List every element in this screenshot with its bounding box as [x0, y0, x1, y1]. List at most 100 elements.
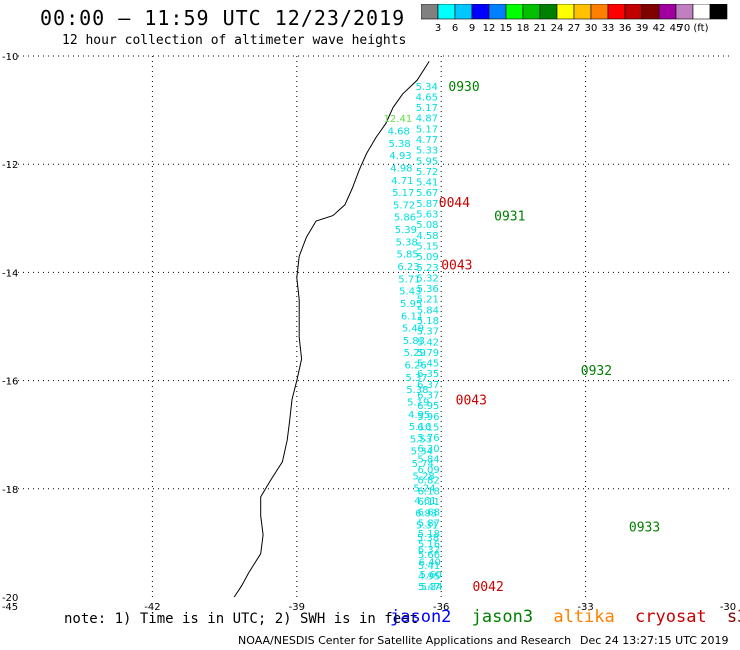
colorbar-tick-label: 36 [619, 23, 632, 34]
lat-axis-label: -16 [2, 377, 18, 388]
wave-height-value: 6.32 [418, 545, 440, 556]
wave-height-value: 5.28 [412, 471, 434, 482]
wave-height-value: 5.60 [420, 570, 442, 581]
lat-axis-label: -18 [2, 485, 18, 496]
wave-height-value: 6.35 [417, 369, 439, 380]
lon-axis-label: -30 [720, 602, 736, 613]
footer-timestamp: Dec 24 13:27:15 UTC 2019 [580, 634, 729, 647]
wave-height-value: 5.85 [397, 250, 419, 261]
wave-height-value: 5.33 [416, 146, 438, 157]
wave-height-value: 6.26 [404, 361, 426, 372]
coastline [233, 61, 430, 598]
wave-height-value: 5.32 [417, 273, 439, 284]
jason3-pass-1: 5.344.655.174.875.174.775.335.955.725.41… [416, 82, 441, 593]
wave-height-value: 6.23 [397, 262, 419, 273]
wave-height-value: 6.37 [417, 391, 439, 402]
footnote: note: 1) Time is in UTC; 2) SWH is in fe… [64, 611, 419, 627]
colorbar-tick-label: 9 [469, 23, 475, 34]
page-title: 00:00 – 11:59 UTC 12/23/2019 [40, 6, 406, 30]
wave-height-value: 4.71 [391, 176, 413, 187]
legend-jason2: jason2 [390, 607, 452, 627]
wave-height-value: 5.38 [417, 533, 439, 544]
lon-axis-label: -36 [433, 602, 449, 613]
colorbar-tick-label: 70 (ft) [678, 23, 709, 34]
wave-height-value: 6.11 [401, 311, 423, 322]
wave-height-value: 6.15 [417, 422, 439, 433]
wave-height-value: 5.49 [402, 324, 424, 335]
satellite-legend: jason2 jason3 altika cryosat s3a [390, 607, 740, 627]
wave-height-value: 5.41 [418, 561, 440, 572]
wave-height-value: 5.38 [406, 385, 428, 396]
colorbar-tick-label: 45 [670, 23, 683, 34]
lat-axis-label: -12 [2, 160, 18, 171]
wave-height-value: 4.68 [388, 127, 410, 138]
wave-height-value: 4.87 [416, 114, 438, 125]
wave-height-value: 4.65 [416, 92, 438, 103]
colorbar-tick-label: 30 [585, 23, 598, 34]
wave-height-value: 5.39 [395, 225, 417, 236]
wave-height-value: 5.76 [417, 433, 439, 444]
wave-height-value: 5.31 [416, 521, 438, 532]
wave-height-value: 5.34 [420, 582, 442, 593]
wave-height-value: 4.95 [418, 572, 440, 583]
wave-height-value: 5.16 [409, 422, 431, 433]
wave-height-value: 4.61 [414, 496, 436, 507]
pass-time-label: 0933 [629, 521, 660, 536]
colorbar-tick-label: 33 [602, 23, 615, 34]
lon-axis-label: -39 [289, 602, 305, 613]
colorbar-tick-label: 18 [517, 23, 530, 34]
legend-s3a: s3a [726, 607, 740, 627]
wave-height-value: 5.79 [417, 348, 439, 359]
pass-time-label: 0930 [448, 80, 479, 95]
colorbar-tick-label: 15 [500, 23, 513, 34]
wave-height-value: 4.58 [416, 231, 438, 242]
wave-height-value: 5.45 [417, 359, 439, 370]
wave-height-value: 5.15 [416, 241, 438, 252]
wave-height-value: 5.41 [416, 178, 438, 189]
footer-credit: NOAA/NESDIS Center for Satellite Applica… [238, 634, 572, 647]
wave-height-value: 5.34 [416, 82, 438, 93]
wave-height-value: 5.18 [418, 529, 440, 540]
wave-height-value: 5.53 [410, 434, 432, 445]
wave-height-value: 5.23 [416, 263, 438, 274]
wave-height-value: 5.86 [394, 213, 416, 224]
wave-height-value: 4.77 [416, 135, 438, 146]
wave-height-value: 5.66 [418, 550, 440, 561]
wave-height-value: 6.11 [418, 497, 440, 508]
pass-time-label: 0044 [439, 196, 470, 211]
colorbar-tick-label: 39 [636, 23, 649, 34]
page-subtitle: 12 hour collection of altimeter wave hei… [62, 33, 407, 48]
wave-height-value: 5.38 [396, 237, 418, 248]
wave-height-value: 5.09 [416, 252, 438, 263]
wave-height-value: 5.36 [417, 284, 439, 295]
wave-height-value: 6.82 [418, 476, 440, 487]
wave-height-value: 5.87 [416, 199, 438, 210]
wave-height-value: 6.30 [417, 444, 439, 455]
wave-height-value: 5.95 [400, 299, 422, 310]
colorbar-tick-label: 12 [483, 23, 496, 34]
wave-height-value: 5.67 [416, 188, 438, 199]
lon-axis-label: -45 [2, 602, 18, 613]
wave-height-value: 5.63 [416, 210, 438, 221]
legend-jason3: jason3 [471, 607, 534, 627]
graticule [8, 55, 730, 597]
wave-height-value: 6.40 [419, 558, 441, 569]
wave-height-value: 5.83 [403, 336, 425, 347]
pass-time-label: 0932 [581, 364, 612, 379]
pass-time-label: 0043 [441, 258, 472, 273]
wave-height-value: 5.42 [417, 337, 439, 348]
legend-altika: altika [553, 607, 615, 627]
wave-height-value: 5.17 [416, 103, 438, 114]
pass-time-label: 0043 [456, 394, 487, 409]
wave-height-value: 5.87 [418, 518, 440, 529]
wave-height-value: 5.19 [407, 397, 429, 408]
wave-height-value: 5.24 [413, 484, 435, 495]
wave-height-value: 5.34 [411, 447, 433, 458]
wave-height-value: 5.72 [393, 200, 415, 211]
pass-time-label: 0042 [472, 580, 503, 595]
lat-axis-label: -14 [2, 268, 18, 279]
wave-height-value: 5.38 [389, 139, 411, 150]
wave-height-value: 6.37 [417, 380, 439, 391]
wave-height-value: 12.41 [384, 114, 413, 125]
wave-height-value: 5.16 [418, 540, 440, 551]
